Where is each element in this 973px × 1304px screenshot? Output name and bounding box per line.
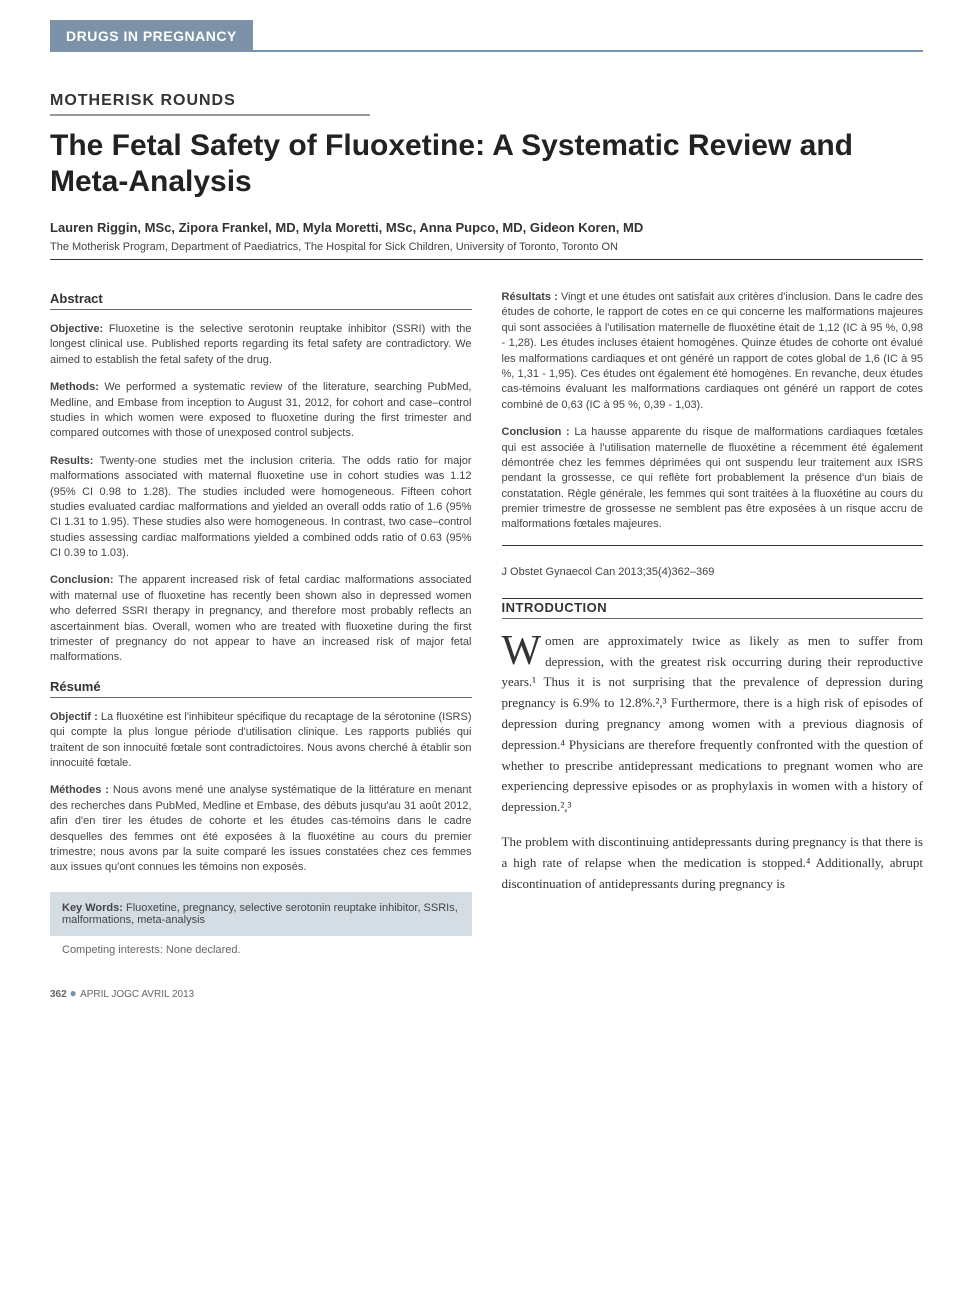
abstract-heading: Abstract xyxy=(50,291,472,310)
section-label: MOTHERISK ROUNDS xyxy=(50,92,923,110)
conclusion-text: The apparent increased risk of fetal car… xyxy=(50,574,472,663)
resume-methodes: Méthodes : Nous avons mené une analyse s… xyxy=(50,783,472,875)
page-footer: 362 ● APRIL JOGC AVRIL 2013 xyxy=(50,986,923,1000)
abstract-results: Results: Twenty-one studies met the incl… xyxy=(50,454,472,562)
resume-objectif: Objectif : La fluoxétine est l'inhibiteu… xyxy=(50,710,472,772)
fr-conclusion-label: Conclusion : xyxy=(502,426,570,438)
header-divider xyxy=(50,259,923,260)
resultats-text: Vingt et une études ont satisfait aux cr… xyxy=(502,291,924,411)
category-banner: DRUGS IN PREGNANCY xyxy=(50,20,253,52)
objective-label: Objective: xyxy=(50,323,103,335)
abstract-conclusion: Conclusion: The apparent increased risk … xyxy=(50,573,472,665)
objectif-label: Objectif : xyxy=(50,711,98,723)
citation-bottom-line xyxy=(502,598,924,599)
results-label: Results: xyxy=(50,455,93,467)
fr-conclusion-text: La hausse apparente du risque de malform… xyxy=(502,426,924,530)
intro-p1-text: omen are approximately twice as likely a… xyxy=(502,633,924,814)
methods-label: Methods: xyxy=(50,381,99,393)
keywords-label: Key Words: xyxy=(62,902,123,914)
dropcap: W xyxy=(502,633,542,671)
methodes-text: Nous avons mené une analyse systématique… xyxy=(50,784,472,873)
left-column: Abstract Objective: Fluoxetine is the se… xyxy=(50,290,472,956)
intro-paragraph-1: Women are approximately twice as likely … xyxy=(502,631,924,818)
authors-list: Lauren Riggin, MSc, Zipora Frankel, MD, … xyxy=(50,220,923,235)
footer-text: APRIL JOGC AVRIL 2013 xyxy=(80,989,194,1000)
right-column: Résultats : Vingt et une études ont sati… xyxy=(502,290,924,956)
conclusion-label: Conclusion: xyxy=(50,574,114,586)
resume-conclusion: Conclusion : La hausse apparente du risq… xyxy=(502,425,924,533)
intro-paragraph-2: The problem with discontinuing antidepre… xyxy=(502,832,924,894)
abstract-objective: Objective: Fluoxetine is the selective s… xyxy=(50,322,472,368)
affiliation: The Motherisk Program, Department of Pae… xyxy=(50,241,923,253)
methods-text: We performed a systematic review of the … xyxy=(50,381,472,439)
keywords-box: Key Words: Fluoxetine, pregnancy, select… xyxy=(50,892,472,936)
resume-resultats: Résultats : Vingt et une études ont sati… xyxy=(502,290,924,413)
citation-top-line xyxy=(502,545,924,546)
objectif-text: La fluoxétine est l'inhibiteur spécifiqu… xyxy=(50,711,472,769)
page-number: 362 xyxy=(50,989,67,1000)
resultats-label: Résultats : xyxy=(502,291,558,303)
footer-bullet-icon: ● xyxy=(69,986,80,1000)
introduction-heading: INTRODUCTION xyxy=(502,600,924,619)
section-underline xyxy=(50,114,370,116)
objective-text: Fluoxetine is the selective serotonin re… xyxy=(50,323,472,366)
journal-citation: J Obstet Gynaecol Can 2013;35(4)362–369 xyxy=(502,566,924,578)
results-text: Twenty-one studies met the inclusion cri… xyxy=(50,455,472,559)
abstract-methods: Methods: We performed a systematic revie… xyxy=(50,380,472,442)
resume-heading: Résumé xyxy=(50,679,472,698)
competing-interests: Competing interests: None declared. xyxy=(50,944,472,956)
methodes-label: Méthodes : xyxy=(50,784,109,796)
article-title: The Fetal Safety of Fluoxetine: A System… xyxy=(50,128,923,200)
content-columns: Abstract Objective: Fluoxetine is the se… xyxy=(50,290,923,956)
